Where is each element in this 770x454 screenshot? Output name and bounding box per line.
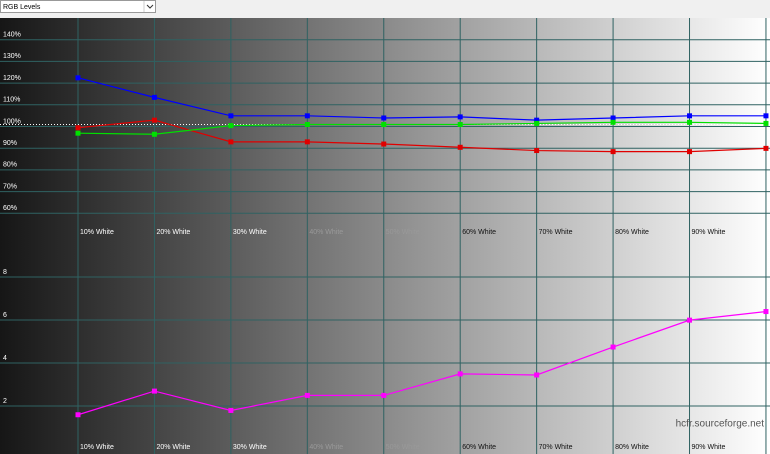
x-tick-label: 50% White <box>386 444 420 451</box>
x-tick-label: 40% White <box>309 229 343 236</box>
point <box>75 412 81 418</box>
x-tick-label: 60% White <box>462 444 496 451</box>
y-tick-label: 6 <box>3 312 7 319</box>
point <box>457 114 463 120</box>
y-tick-label: 120% <box>3 75 21 82</box>
series-line <box>77 77 766 121</box>
point <box>534 120 540 126</box>
point <box>75 125 81 131</box>
point <box>687 317 693 323</box>
x-tick-label: 90% White <box>692 444 726 451</box>
y-tick-label: 140% <box>3 32 21 39</box>
point <box>457 371 463 377</box>
point <box>75 130 81 136</box>
point <box>304 392 310 398</box>
x-tick-label: 20% White <box>156 229 190 236</box>
point <box>75 75 81 81</box>
point <box>457 122 463 127</box>
dropdown-text: RGB Levels <box>3 4 41 11</box>
toolbar <box>0 0 770 18</box>
point <box>304 139 310 145</box>
y-tick-label: 100% <box>3 118 21 125</box>
point <box>381 141 387 147</box>
point <box>610 115 616 121</box>
point <box>763 145 769 151</box>
point <box>151 94 157 100</box>
point <box>151 117 157 123</box>
point <box>687 119 693 125</box>
point <box>763 309 769 315</box>
y-tick-label: 2 <box>3 398 7 405</box>
point <box>763 113 769 119</box>
point <box>151 388 157 394</box>
x-tick-label: 10% White <box>80 229 114 236</box>
x-tick-label: 30% White <box>233 229 267 236</box>
point <box>228 113 234 119</box>
y-tick-label: 130% <box>3 53 21 60</box>
x-tick-label: 70% White <box>539 229 573 236</box>
point <box>610 344 616 350</box>
series-line <box>77 119 766 153</box>
point <box>304 113 310 119</box>
point <box>381 115 387 121</box>
point <box>151 131 157 137</box>
point <box>763 120 769 126</box>
x-tick-label: 80% White <box>615 229 649 236</box>
point <box>534 372 540 378</box>
y-tick-label: 60% <box>3 205 17 212</box>
y-tick-label: 80% <box>3 162 17 169</box>
x-tick-label: 80% White <box>615 444 649 451</box>
series-line <box>77 121 766 135</box>
point <box>381 392 387 398</box>
y-tick-label: 8 <box>3 269 7 276</box>
y-tick-label: 90% <box>3 140 17 147</box>
point <box>687 113 693 119</box>
x-tick-label: 90% White <box>692 229 726 236</box>
point <box>228 123 234 129</box>
x-tick-label: 20% White <box>156 444 190 451</box>
point <box>457 144 463 150</box>
y-tick-label: 4 <box>3 355 7 362</box>
point <box>687 149 693 155</box>
point <box>534 148 540 154</box>
x-tick-label: 40% White <box>309 444 343 451</box>
point <box>228 139 234 145</box>
y-tick-label: 70% <box>3 183 17 190</box>
x-tick-label: 60% White <box>462 229 496 236</box>
dropdown[interactable]: RGB Levels <box>0 0 156 13</box>
point <box>534 117 540 123</box>
point <box>610 149 616 155</box>
point <box>304 122 310 127</box>
x-tick-label: 70% White <box>539 444 573 451</box>
x-tick-label: 50% White <box>386 229 420 236</box>
x-tick-label: 10% White <box>80 444 114 451</box>
x-tick-label: 30% White <box>233 444 267 451</box>
point <box>228 407 234 413</box>
watermark: hcfr.sourceforge.net <box>676 419 765 430</box>
point <box>381 122 387 127</box>
series-line <box>77 310 767 416</box>
point <box>610 119 616 125</box>
y-tick-label: 110% <box>3 97 20 104</box>
